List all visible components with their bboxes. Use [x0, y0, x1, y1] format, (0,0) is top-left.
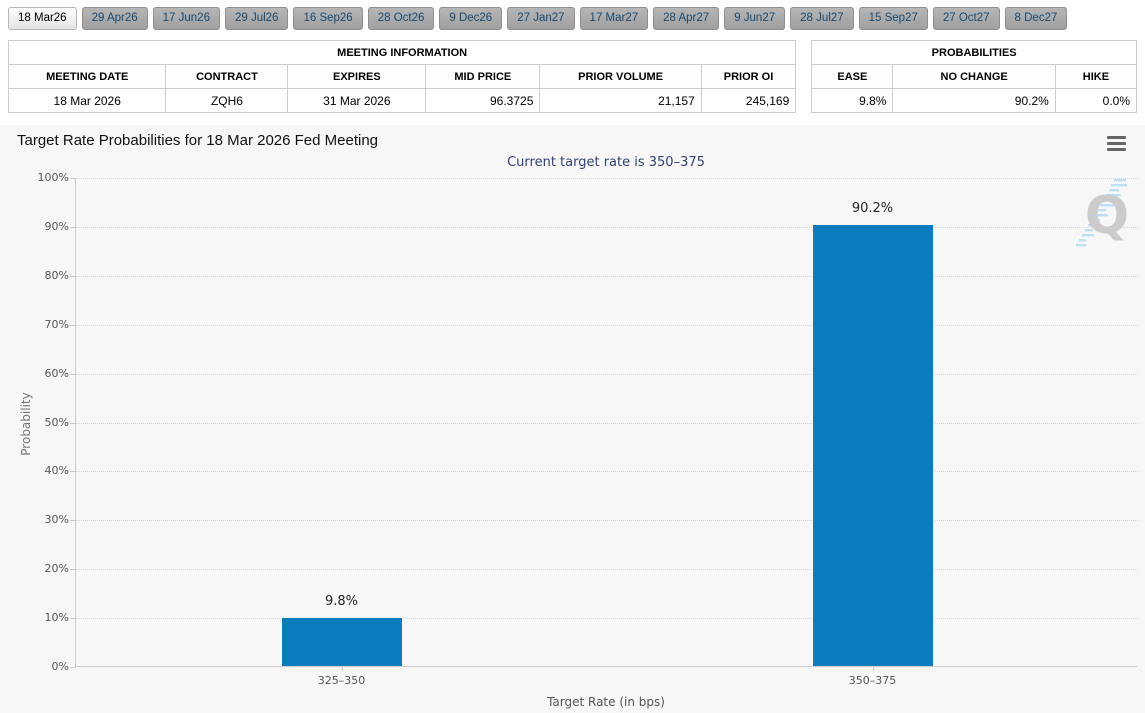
tab-27-oct27[interactable]: 27 Oct27	[932, 7, 1000, 30]
x-axis-title: Target Rate (in bps)	[547, 695, 665, 709]
col-no-change: NO CHANGE	[892, 64, 1056, 89]
gridline	[76, 569, 1138, 571]
prior-volume-value: 21,157	[539, 88, 702, 113]
x-tick-mark	[872, 666, 874, 671]
probabilities-row: 9.8% 90.2% 0.0%	[811, 88, 1138, 113]
hamburger-icon	[1107, 136, 1126, 139]
mid-price-value: 96.3725	[425, 88, 541, 113]
gridline	[76, 520, 1138, 522]
hike-value: 0.0%	[1054, 88, 1138, 113]
y-tick-label: 30%	[44, 513, 69, 527]
y-tick-label: 80%	[44, 268, 69, 282]
col-prior-volume: PRIOR VOLUME	[539, 64, 702, 89]
y-tick-mark	[70, 471, 76, 473]
ease-value: 9.8%	[811, 88, 894, 113]
gridline	[76, 178, 1138, 179]
y-tick-label: 60%	[44, 366, 69, 380]
col-expires: EXPIRES	[287, 64, 427, 89]
chart-subtitle: Current target rate is 350–375	[507, 155, 705, 170]
y-tick-label: 40%	[44, 464, 69, 478]
meeting-date-value: 18 Mar 2026	[7, 88, 167, 113]
no-change-value: 90.2%	[892, 88, 1056, 113]
col-mid-price: MID PRICE	[425, 64, 541, 89]
y-tick-mark	[70, 324, 76, 326]
probabilities-title: PROBABILITIES	[811, 40, 1137, 65]
contract-value: ZQH6	[165, 88, 289, 113]
tab-17-jun26[interactable]: 17 Jun26	[152, 7, 220, 30]
y-tick-mark	[70, 178, 76, 179]
y-tick-mark	[70, 667, 76, 668]
tab-29-apr26[interactable]: 29 Apr26	[81, 7, 148, 30]
y-tick-label: 100%	[37, 171, 69, 184]
tab-17-mar27[interactable]: 17 Mar27	[579, 7, 649, 30]
chart-menu-button[interactable]	[1107, 136, 1126, 151]
tab-28-oct26[interactable]: 28 Oct26	[367, 7, 435, 30]
col-prior-oi: PRIOR OI	[700, 64, 797, 89]
bar-value-label: 9.8%	[324, 594, 359, 610]
meeting-info-row: 18 Mar 2026 ZQH6 31 Mar 2026 96.3725 21,…	[7, 88, 797, 113]
y-tick-mark	[70, 618, 76, 620]
x-tick-mark	[341, 666, 343, 671]
gridline	[76, 324, 1138, 326]
y-tick-mark	[70, 520, 76, 522]
tab-27-jan27[interactable]: 27 Jan27	[507, 7, 575, 30]
y-tick-label: 90%	[44, 219, 69, 233]
q-watermark-icon: Q	[1067, 177, 1139, 249]
meeting-info-title: MEETING INFORMATION	[7, 40, 797, 65]
meeting-tabs: 18 Mar26 29 Apr26 17 Jun26 29 Jul26 16 Sep26…	[0, 0, 1145, 36]
hamburger-icon	[1107, 142, 1126, 145]
gridline	[76, 422, 1138, 424]
y-tick-mark	[70, 275, 76, 277]
chart-title: Target Rate Probabilities for 18 Mar 202…	[17, 132, 379, 149]
gridline	[76, 226, 1138, 228]
plot-area: 0% 10% 20% 30% 40% 50% 60% 70% 80% 90% 100% 9.8% 325…	[38, 171, 1138, 687]
tables-row: MEETING INFORMATION MEETING DATE CONTRAC…	[7, 40, 1138, 113]
bar-325–350[interactable]	[281, 618, 402, 666]
tab-15-sep27[interactable]: 15 Sep27	[858, 7, 928, 30]
y-tick-label: 10%	[44, 611, 69, 625]
y-tick-mark	[70, 422, 76, 424]
q-letter: Q	[1085, 186, 1129, 246]
tab-9-dec26[interactable]: 9 Dec26	[439, 7, 503, 30]
tab-28-apr27[interactable]: 28 Apr27	[653, 7, 720, 30]
gridline	[76, 275, 1138, 277]
y-tick-label: 50%	[44, 415, 69, 429]
col-hike: HIKE	[1054, 64, 1138, 89]
x-tick-label: 325–350	[317, 674, 366, 687]
tab-18-mar26[interactable]: 18 Mar26	[8, 7, 77, 30]
chart-area: Target Rate Probabilities for 18 Mar 202…	[0, 125, 1145, 713]
y-tick-label: 70%	[44, 317, 69, 331]
tab-28-jul27[interactable]: 28 Jul27	[790, 7, 854, 30]
y-tick-mark	[70, 226, 76, 228]
gridline	[76, 618, 1138, 620]
col-meeting-date: MEETING DATE	[7, 64, 167, 89]
col-ease: EASE	[811, 64, 894, 89]
y-tick-label: 20%	[44, 562, 69, 576]
y-tick-mark	[70, 373, 76, 375]
probabilities-table: PROBABILITIES EASE NO CHANGE HIKE 9.8% 9…	[811, 40, 1138, 113]
tab-8-dec27[interactable]: 8 Dec27	[1004, 7, 1068, 30]
tab-29-jul26[interactable]: 29 Jul26	[224, 7, 289, 30]
meeting-info-table: MEETING INFORMATION MEETING DATE CONTRAC…	[7, 40, 797, 113]
y-tick-mark	[70, 569, 76, 571]
gridline	[76, 471, 1138, 473]
hamburger-icon	[1107, 148, 1126, 151]
x-tick-label: 350–375	[848, 674, 897, 687]
col-contract: CONTRACT	[165, 64, 289, 89]
expires-value: 31 Mar 2026	[287, 88, 427, 113]
tab-16-sep26[interactable]: 16 Sep26	[293, 7, 363, 30]
gridline	[76, 373, 1138, 375]
tab-9-jun27[interactable]: 9 Jun27	[724, 7, 786, 30]
prior-oi-value: 245,169	[700, 88, 797, 113]
y-tick-label: 0%	[51, 660, 69, 673]
bar-value-label: 90.2%	[851, 200, 894, 216]
bar-350–375[interactable]	[812, 224, 933, 666]
